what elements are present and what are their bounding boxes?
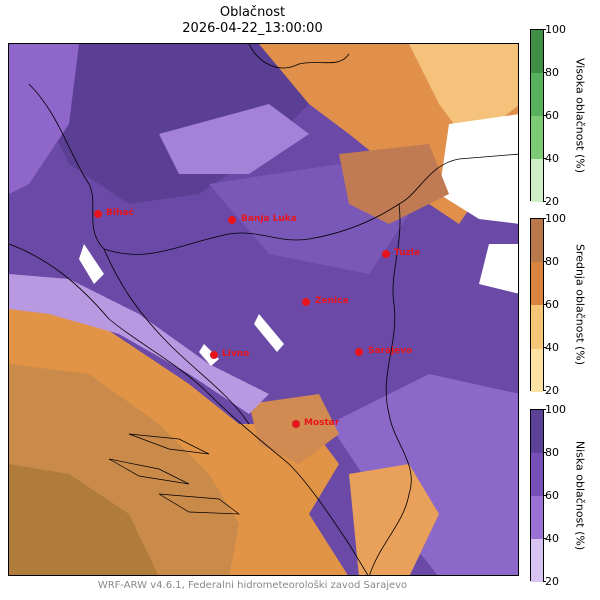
colorbar-segment <box>531 496 543 539</box>
low-cloud-light-region-se <box>329 374 518 575</box>
colorbar-tick: 80 <box>543 66 559 79</box>
northern-border-segment <box>248 44 350 69</box>
colorbar-label-high: Visoka oblačnost (%) <box>573 57 587 174</box>
colorbar-mid-cloud <box>530 218 544 392</box>
southwest-border <box>103 248 250 425</box>
islands <box>108 433 241 515</box>
colorbar-segment <box>531 159 543 202</box>
colorbar-segment <box>531 349 543 392</box>
colorbar-tick: 20 <box>543 195 559 208</box>
cloud-cover-map: Bihać Banja Luka Tuzla Zenica Livno Sara… <box>8 43 519 576</box>
colorbar-label-mid: Srednja oblačnost (%) <box>573 243 587 366</box>
colorbar-segment <box>531 453 543 496</box>
city-tuzla: Tuzla <box>382 248 420 258</box>
colorbar-segment <box>531 73 543 116</box>
colorbar-segment <box>531 305 543 349</box>
city-sarajevo: Sarajevo <box>355 346 412 356</box>
city-zenica: Zenica <box>302 296 349 306</box>
city-label: Livno <box>222 349 249 359</box>
city-label: Tuzla <box>394 248 420 258</box>
colorbar-segment <box>531 219 543 262</box>
colorbar-tick: 60 <box>543 109 559 122</box>
colorbar-tick: 100 <box>543 23 566 36</box>
city-label: Bihać <box>106 207 134 218</box>
low-cloud-light-region <box>9 44 79 194</box>
colorbar-segment <box>531 116 543 159</box>
colorbar-high-cloud <box>530 29 544 202</box>
title-line-2: 2026-04-22_13:00:00 <box>182 21 323 36</box>
mid-cloud-coast-darkest <box>9 464 159 575</box>
colorbar-tick: 20 <box>543 384 559 397</box>
colorbar-tick: 80 <box>543 446 559 459</box>
map-title: Oblačnost 2026-04-22_13:00:00 <box>0 5 505 37</box>
colorbar-segment <box>531 262 543 305</box>
colorbar-tick: 40 <box>543 152 559 165</box>
city-mostar: Mostar <box>292 418 340 428</box>
colorbar-tick: 80 <box>543 255 559 268</box>
city-label: Mostar <box>304 418 340 428</box>
colorbar-tick: 100 <box>543 212 566 225</box>
city-label: Banja Luka <box>241 214 297 224</box>
city-marker <box>94 210 102 218</box>
colorbar-tick: 40 <box>543 341 559 354</box>
footer-credit: WRF-ARW v4.6.1, Federalni hidrometeorolo… <box>97 580 408 591</box>
city-banja-luka: Banja Luka <box>228 214 297 224</box>
city-marker <box>228 216 236 224</box>
clear-patch-1 <box>79 244 104 284</box>
city-label: Zenica <box>315 296 349 306</box>
map-canvas: Bihać Banja Luka Tuzla Zenica Livno Sara… <box>9 44 518 575</box>
colorbar-tick: 100 <box>543 403 566 416</box>
north-border <box>28 83 518 255</box>
city-livno: Livno <box>210 349 249 359</box>
city-label: Sarajevo <box>368 346 412 356</box>
colorbar-segment <box>531 30 543 73</box>
city-bihac: Bihać <box>94 207 134 218</box>
clear-sky-ne <box>439 114 518 224</box>
colorbar-tick: 20 <box>543 575 559 588</box>
city-marker <box>302 298 310 306</box>
low-cloud-dense-region <box>39 44 339 204</box>
low-cloud-coastal-band <box>9 274 269 414</box>
city-marker <box>355 348 363 356</box>
mid-cloud-central-east <box>339 144 449 224</box>
colorbar-tick: 60 <box>543 298 559 311</box>
colorbar-tick: 60 <box>543 489 559 502</box>
low-cloud-patch <box>159 104 309 174</box>
east-border <box>369 203 412 575</box>
mid-cloud-mostar <box>249 394 339 464</box>
title-line-1: Oblačnost <box>219 5 286 20</box>
city-marker <box>382 250 390 258</box>
colorbar-tick: 40 <box>543 532 559 545</box>
clear-patch-2 <box>254 314 284 352</box>
colorbar-label-low: Niska oblačnost (%) <box>573 440 587 551</box>
city-marker <box>292 420 300 428</box>
city-marker <box>210 351 218 359</box>
clear-patch-3 <box>199 344 219 366</box>
colorbar-low-cloud <box>530 409 544 582</box>
colorbar-segment <box>531 410 543 453</box>
coastline <box>9 243 369 575</box>
clear-sky-e <box>479 244 518 294</box>
colorbar-segment <box>531 539 543 582</box>
mid-cloud-south <box>349 464 439 575</box>
